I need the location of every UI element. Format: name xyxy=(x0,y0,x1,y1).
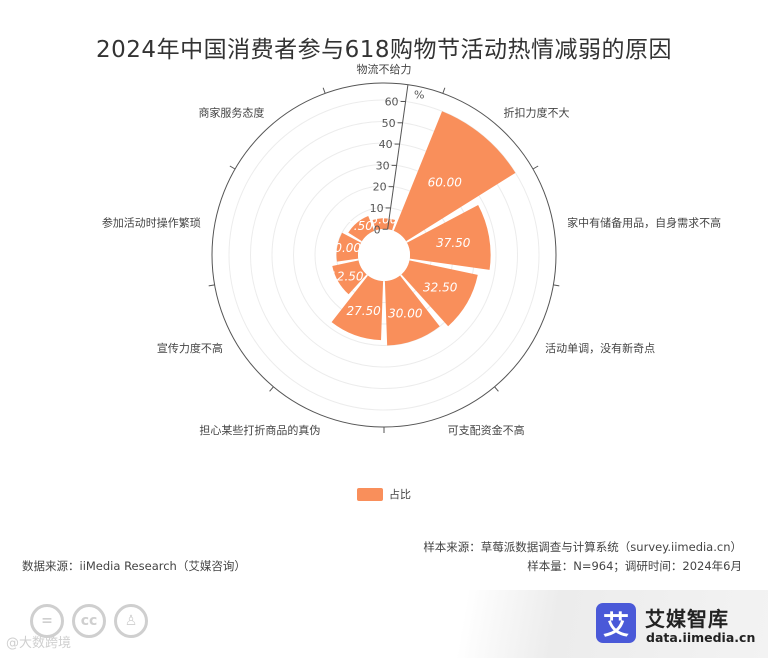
category-label: 家中有储备用品，自身需求不高 xyxy=(567,216,721,230)
ring-tick xyxy=(442,87,446,94)
bar-segment xyxy=(336,232,362,262)
center-hole xyxy=(358,229,410,281)
bar-value-label: 37.50 xyxy=(436,236,471,250)
ring-tick xyxy=(322,87,326,94)
axis-tick-label: 30 xyxy=(376,159,390,172)
grid-ring xyxy=(228,99,540,411)
person-icon: ♙ xyxy=(114,604,148,638)
ring-tick xyxy=(553,284,560,287)
watermark: @大数跨境 xyxy=(6,636,72,651)
license-icons: = cc ♙ xyxy=(30,604,148,638)
axis-tick-label: 10 xyxy=(370,202,384,215)
category-label: 担心某些打折商品的真伪 xyxy=(199,423,320,437)
bar-segment xyxy=(384,275,440,346)
category-label: 可支配资金不高 xyxy=(448,423,525,437)
axis-tick-label: 40 xyxy=(379,138,393,151)
bar-value-label: 12.50 xyxy=(329,270,364,284)
brand-name: 艾媒智库 xyxy=(645,607,729,631)
ring-tick xyxy=(532,165,539,170)
cc-icon: cc xyxy=(72,604,106,638)
legend-label: 占比 xyxy=(389,488,411,501)
bar-value-label: 7.50 xyxy=(346,219,373,233)
bar-segment xyxy=(332,260,367,295)
legend-swatch xyxy=(357,487,383,501)
axis-tick-label: 50 xyxy=(382,117,396,130)
brand-url: data.iimedia.cn xyxy=(646,630,756,645)
category-label: 商家服务态度 xyxy=(198,106,264,120)
bar-value-label: 10.00 xyxy=(327,241,362,255)
chart-title: 2024年中国消费者参与618购物节活动热情减弱的原因 xyxy=(96,37,672,63)
grid-ring xyxy=(271,142,497,368)
category-label: 宣传力度不高 xyxy=(157,341,223,355)
axis-tick-label: 0 xyxy=(374,223,381,236)
equal-icon: = xyxy=(30,604,64,638)
ring-tick xyxy=(229,165,236,170)
chart-legend[interactable]: 占比 xyxy=(357,486,411,502)
category-label: 折扣力度不大 xyxy=(504,106,570,120)
bar-segment xyxy=(331,275,384,341)
category-label: 物流不给力 xyxy=(357,62,412,76)
radial-axis xyxy=(387,84,409,230)
bar-value-label: 60.00 xyxy=(428,176,463,190)
ring-tick xyxy=(494,386,499,392)
data-source: 数据来源：iiMedia Research（艾媒咨询） xyxy=(22,559,246,573)
grid-ring xyxy=(250,121,518,389)
axis-unit-label: % xyxy=(414,89,424,102)
bar-segment xyxy=(406,204,491,270)
bar-segment xyxy=(393,111,516,242)
bar-segment xyxy=(372,218,396,231)
axis-tick-label: 20 xyxy=(373,181,387,194)
bar-segment xyxy=(401,260,478,327)
axis-tick-label: 60 xyxy=(385,96,399,109)
category-label: 参加活动时操作繁琐 xyxy=(102,216,201,230)
bar-segment xyxy=(348,215,375,242)
bar-value-label: 27.50 xyxy=(346,304,381,318)
sample-size: 样本量：N=964；调研时间：2024年6月 xyxy=(527,559,742,573)
ring-tick xyxy=(208,284,215,287)
category-label: 活动单调，没有新奇点 xyxy=(545,341,655,355)
sample-source: 样本来源：草莓派数据调查与计算系统（survey.iimedia.cn） xyxy=(423,540,742,554)
ring-tick xyxy=(269,386,274,392)
bar-value-label: 32.50 xyxy=(423,280,458,294)
brand-logo: 艾 xyxy=(596,603,636,643)
bar-value-label: 5.00 xyxy=(371,213,398,227)
bar-value-label: 30.00 xyxy=(388,306,423,320)
